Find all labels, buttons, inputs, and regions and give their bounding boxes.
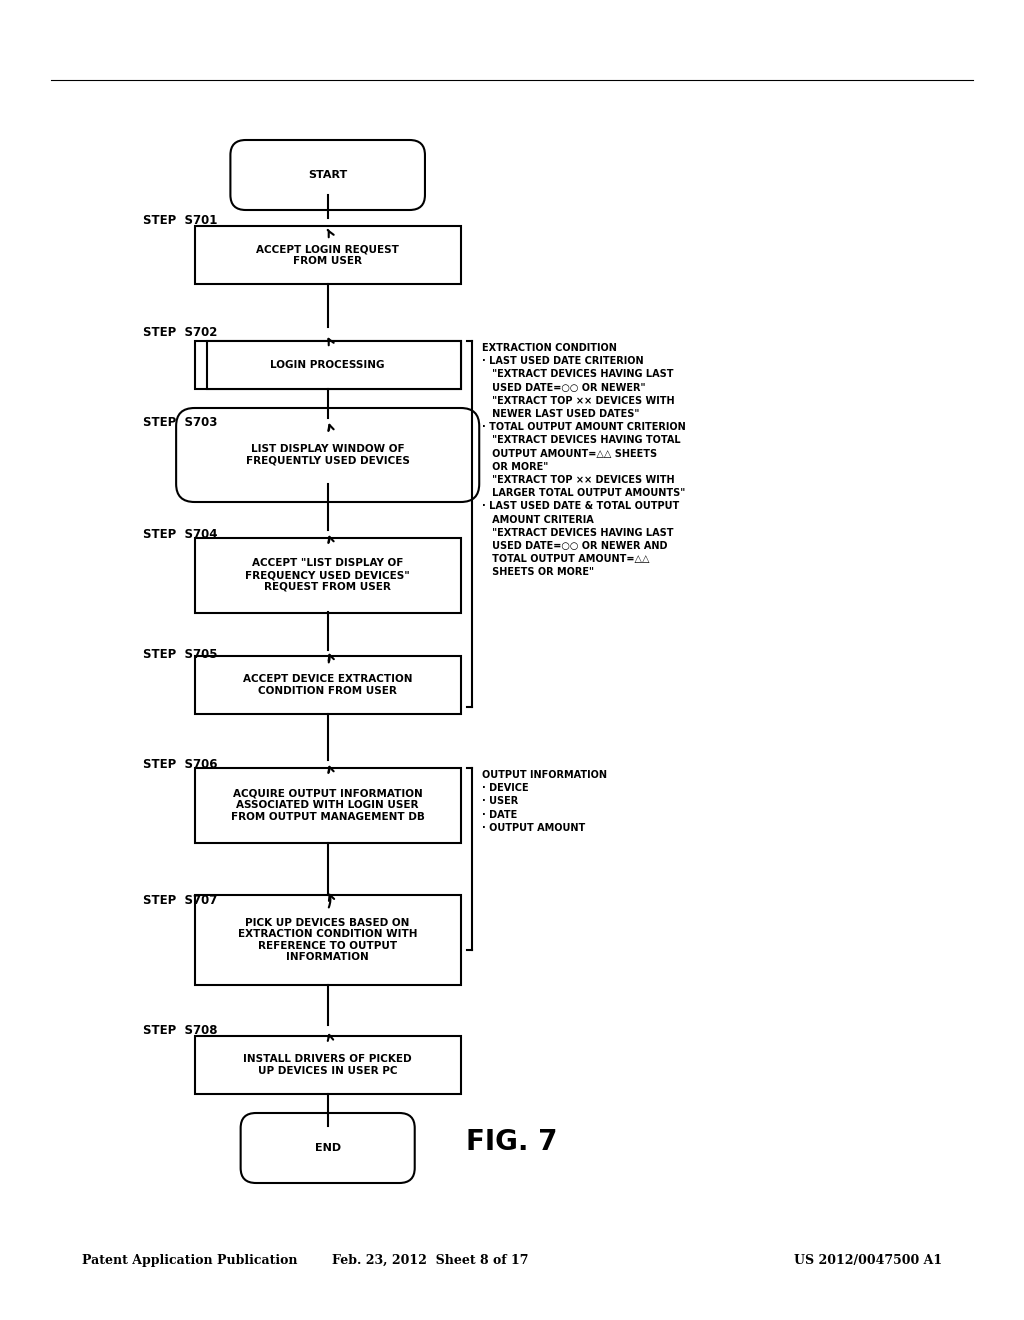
Text: ACCEPT LOGIN REQUEST
FROM USER: ACCEPT LOGIN REQUEST FROM USER (256, 244, 399, 265)
Text: STEP  S707: STEP S707 (143, 894, 218, 907)
Text: STEP  S705: STEP S705 (143, 648, 218, 661)
Bar (195, 1036, 461, 1094)
Text: OUTPUT INFORMATION
· DEVICE
· USER
· DATE
· OUTPUT AMOUNT: OUTPUT INFORMATION · DEVICE · USER · DAT… (482, 770, 607, 833)
Text: LOGIN PROCESSING: LOGIN PROCESSING (270, 360, 385, 370)
Text: INSTALL DRIVERS OF PICKED
UP DEVICES IN USER PC: INSTALL DRIVERS OF PICKED UP DEVICES IN … (244, 1055, 412, 1076)
Text: START: START (308, 170, 347, 180)
FancyBboxPatch shape (241, 1113, 415, 1183)
Text: Feb. 23, 2012  Sheet 8 of 17: Feb. 23, 2012 Sheet 8 of 17 (332, 1254, 528, 1267)
Text: ACCEPT DEVICE EXTRACTION
CONDITION FROM USER: ACCEPT DEVICE EXTRACTION CONDITION FROM … (243, 675, 413, 696)
Text: ACCEPT "LIST DISPLAY OF
FREQUENCY USED DEVICES"
REQUEST FROM USER: ACCEPT "LIST DISPLAY OF FREQUENCY USED D… (246, 558, 410, 591)
Text: STEP  S706: STEP S706 (143, 759, 218, 771)
Text: FIG. 7: FIG. 7 (466, 1127, 558, 1156)
Text: PICK UP DEVICES BASED ON
EXTRACTION CONDITION WITH
REFERENCE TO OUTPUT
INFORMATI: PICK UP DEVICES BASED ON EXTRACTION COND… (238, 917, 418, 962)
FancyBboxPatch shape (176, 408, 479, 502)
Text: STEP  S708: STEP S708 (143, 1023, 218, 1036)
Text: STEP  S704: STEP S704 (143, 528, 218, 541)
FancyBboxPatch shape (230, 140, 425, 210)
Bar (195, 226, 461, 284)
Bar (195, 341, 461, 389)
Text: END: END (314, 1143, 341, 1152)
Text: Patent Application Publication: Patent Application Publication (82, 1254, 297, 1267)
Bar (207, 341, 461, 389)
Text: LIST DISPLAY WINDOW OF
FREQUENTLY USED DEVICES: LIST DISPLAY WINDOW OF FREQUENTLY USED D… (246, 445, 410, 466)
Text: STEP  S703: STEP S703 (143, 417, 218, 429)
Bar (195, 895, 461, 985)
Text: ACQUIRE OUTPUT INFORMATION
ASSOCIATED WITH LOGIN USER
FROM OUTPUT MANAGEMENT DB: ACQUIRE OUTPUT INFORMATION ASSOCIATED WI… (230, 788, 425, 821)
Text: STEP  S702: STEP S702 (143, 326, 218, 338)
Bar (195, 767, 461, 842)
Text: STEP  S701: STEP S701 (143, 214, 218, 227)
Bar (195, 537, 461, 612)
Text: US 2012/0047500 A1: US 2012/0047500 A1 (794, 1254, 942, 1267)
Bar (195, 656, 461, 714)
Text: EXTRACTION CONDITION
· LAST USED DATE CRITERION
   "EXTRACT DEVICES HAVING LAST
: EXTRACTION CONDITION · LAST USED DATE CR… (482, 343, 686, 577)
